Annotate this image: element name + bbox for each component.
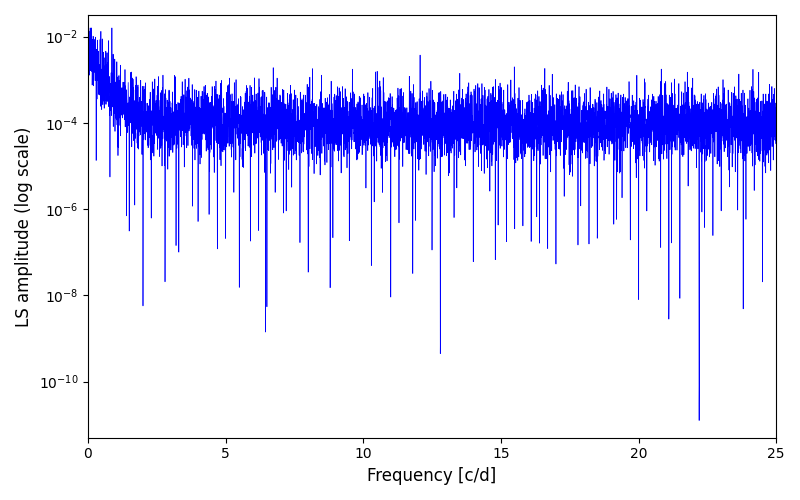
Y-axis label: LS amplitude (log scale): LS amplitude (log scale) (15, 126, 33, 326)
X-axis label: Frequency [c/d]: Frequency [c/d] (367, 467, 497, 485)
